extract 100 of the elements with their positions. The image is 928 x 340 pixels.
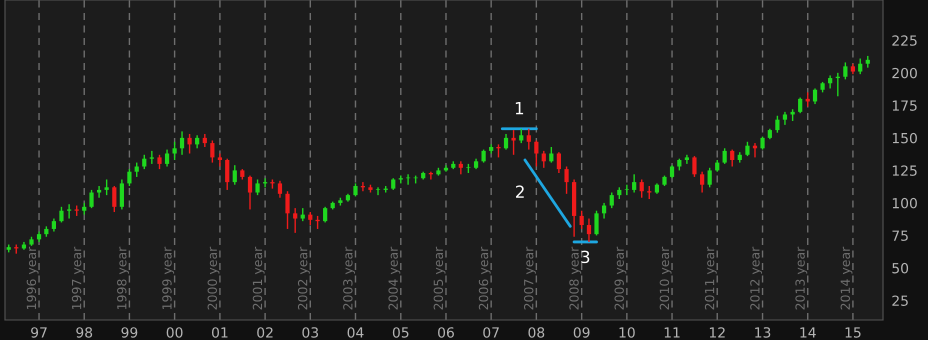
- candlestick: [142, 154, 146, 170]
- candlestick: [232, 164, 237, 186]
- candlestick: [293, 207, 298, 234]
- candlestick: [549, 146, 554, 164]
- candlestick: [127, 168, 132, 187]
- x-tick-label: 04: [348, 327, 364, 338]
- candlestick: [248, 174, 252, 210]
- candlestick: [14, 244, 18, 254]
- candlestick: [300, 207, 305, 222]
- x-tick-label: 08: [528, 327, 544, 338]
- x-tick-label: 98: [76, 327, 92, 338]
- ref-line-label: 2000 year: [208, 246, 220, 310]
- y-tick-label: 125: [892, 165, 917, 176]
- candlestick: [270, 178, 275, 190]
- candlestick: [812, 88, 818, 105]
- candlestick: [617, 186, 622, 200]
- candlestick: [602, 202, 606, 220]
- y-tick-label: 225: [892, 35, 917, 46]
- candlestick: [708, 167, 712, 188]
- ref-line-label: 2012 year: [750, 246, 762, 310]
- candlestick: [308, 211, 312, 226]
- candlestick: [44, 226, 48, 238]
- candlestick: [134, 162, 139, 178]
- candlestick: [850, 63, 856, 75]
- candlestick: [496, 144, 501, 158]
- candlestick: [640, 178, 644, 198]
- y-tick-label: 75: [892, 230, 908, 241]
- candlestick: [474, 158, 478, 170]
- y-tick-label: 200: [892, 68, 917, 78]
- candlestick: [752, 142, 758, 158]
- candlestick: [482, 148, 486, 164]
- y-tick-label: 100: [892, 198, 917, 208]
- candlestick: [782, 111, 788, 126]
- candlestick: [586, 218, 592, 243]
- ref-line-label: 2005 year: [434, 246, 446, 310]
- candlestick: [670, 164, 674, 179]
- ref-line-label: 2011 year: [704, 246, 717, 310]
- candlestick: [210, 140, 214, 164]
- candlestick: [255, 178, 260, 196]
- x-tick-label: 97: [31, 327, 47, 338]
- ref-line-label: 2007 year: [524, 246, 536, 310]
- candlestick: [428, 171, 433, 180]
- candlestick: [843, 62, 848, 80]
- candlestick: [391, 178, 396, 191]
- candlestick: [722, 148, 727, 165]
- candlestick: [104, 178, 109, 196]
- candlestick: [240, 168, 244, 180]
- ref-line-label: 2014 year: [840, 246, 852, 310]
- candlestick: [504, 133, 508, 150]
- x-tick-label: 00: [166, 327, 183, 338]
- x-tick-label: 12: [710, 327, 725, 338]
- candlestick: [353, 182, 358, 198]
- annotation: 2: [516, 185, 524, 198]
- candlestick: [218, 152, 222, 168]
- candlestick: [806, 92, 810, 108]
- candlestick: [662, 174, 667, 187]
- x-tick-label: 15: [846, 327, 861, 338]
- x-tick-label: 14: [800, 327, 816, 338]
- annotation: 3: [581, 250, 590, 264]
- candlestick: [828, 74, 832, 90]
- candlestick: [866, 55, 870, 68]
- x-tick-label: 09: [574, 327, 590, 338]
- candlestick: [542, 150, 546, 168]
- candlestick: [398, 174, 403, 184]
- ref-line-label: 2001 year: [252, 246, 265, 310]
- candlestick: [157, 154, 162, 170]
- x-tick-label: 13: [755, 327, 770, 338]
- ref-line-label: 2006 year: [478, 246, 491, 310]
- candlestick: [692, 155, 697, 178]
- candlestick: [564, 166, 569, 195]
- candlestick: [511, 129, 516, 156]
- ref-line-label: 2004 year: [388, 246, 400, 310]
- candlestick: [760, 136, 765, 150]
- ref-line-label: 2002 year: [298, 246, 310, 310]
- candlestick: [768, 128, 772, 140]
- x-tick-label: 07: [483, 327, 499, 338]
- candlestick: [526, 128, 531, 150]
- candlestick: [82, 202, 86, 216]
- y-tick-label: 25: [892, 295, 908, 306]
- candlestick: [556, 152, 561, 174]
- candlestick: [164, 148, 170, 168]
- candlestick: [458, 160, 463, 176]
- candlestick: [172, 141, 177, 161]
- ref-line-label: 1998 year: [117, 246, 129, 310]
- candlestick: [278, 180, 282, 198]
- candlestick: [715, 159, 720, 172]
- candlestick: [59, 206, 64, 224]
- candlestick: [820, 81, 825, 94]
- candlestick: [654, 182, 660, 195]
- candlestick: [489, 144, 494, 154]
- x-tick-label: 99: [121, 327, 138, 338]
- candlestick: [195, 134, 200, 149]
- candlestick: [745, 141, 750, 157]
- candlestick: [836, 72, 840, 97]
- candlestick: [534, 140, 538, 168]
- candlestick: [684, 154, 690, 165]
- y-tick-label: 50: [892, 262, 908, 274]
- candlestick: [36, 230, 42, 243]
- candlestick: [225, 158, 230, 191]
- x-tick-label: 02: [257, 327, 273, 338]
